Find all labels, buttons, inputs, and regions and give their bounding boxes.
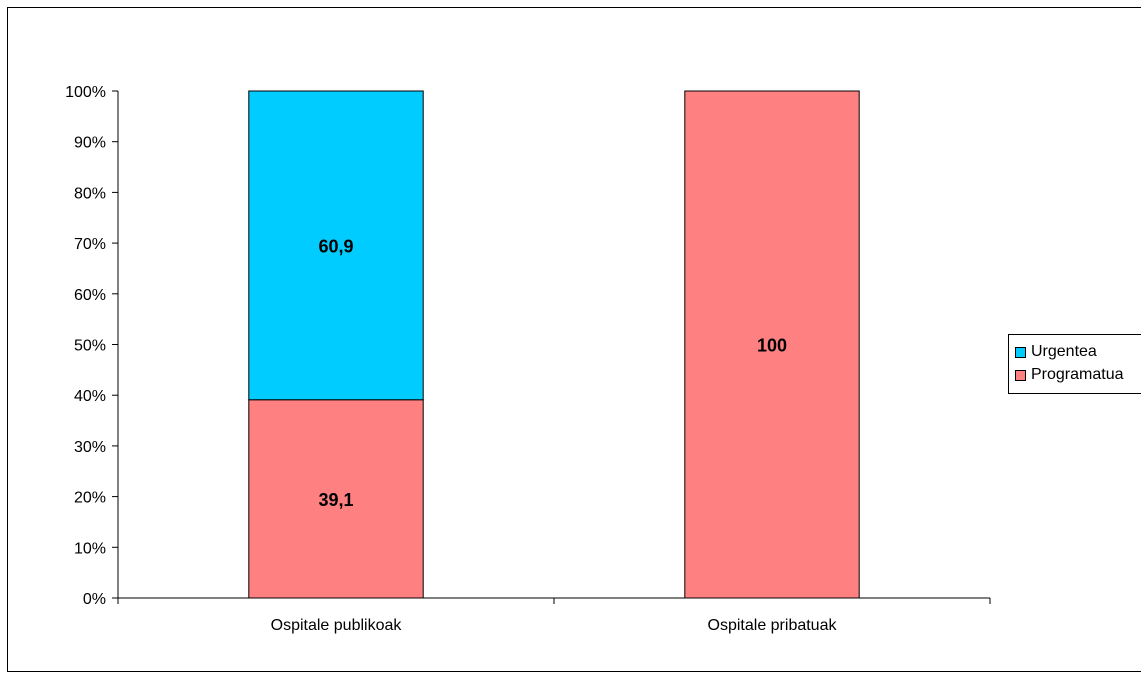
legend-label-urgentea: Urgentea bbox=[1031, 343, 1097, 360]
y-tick-label: 50% bbox=[74, 338, 106, 355]
chart-legend: Urgentea Programatua bbox=[1008, 334, 1141, 394]
legend-item-programatua: Programatua bbox=[1015, 364, 1124, 386]
y-tick-label: 100% bbox=[65, 84, 106, 101]
x-category-label: Ospitale publikoak bbox=[271, 617, 403, 634]
chart-area bbox=[7, 7, 1141, 672]
x-category-label: Ospitale pribatuak bbox=[708, 617, 838, 634]
y-tick-label: 30% bbox=[74, 439, 106, 456]
y-tick-label: 70% bbox=[74, 236, 106, 253]
data-label: 39,1 bbox=[318, 490, 353, 510]
y-tick-label: 80% bbox=[74, 185, 106, 202]
bar-programatua-2 bbox=[684, 90, 860, 599]
data-label: 60,9 bbox=[318, 236, 353, 256]
y-tick-label: 40% bbox=[74, 388, 106, 405]
bar-programatua-1 bbox=[248, 399, 424, 599]
legend-swatch-urgentea bbox=[1015, 346, 1026, 358]
y-tick-label: 90% bbox=[74, 135, 106, 152]
y-tick-label: 10% bbox=[74, 540, 106, 557]
y-tick-label: 0% bbox=[83, 591, 106, 608]
legend-label-programatua: Programatua bbox=[1031, 366, 1124, 383]
legend-item-urgentea: Urgentea bbox=[1015, 341, 1097, 363]
data-label: 100 bbox=[757, 336, 787, 356]
y-tick-label: 20% bbox=[74, 490, 106, 507]
legend-swatch-programatua bbox=[1015, 369, 1026, 381]
y-tick-label: 60% bbox=[74, 287, 106, 304]
bar-urgentea-1 bbox=[248, 90, 424, 401]
